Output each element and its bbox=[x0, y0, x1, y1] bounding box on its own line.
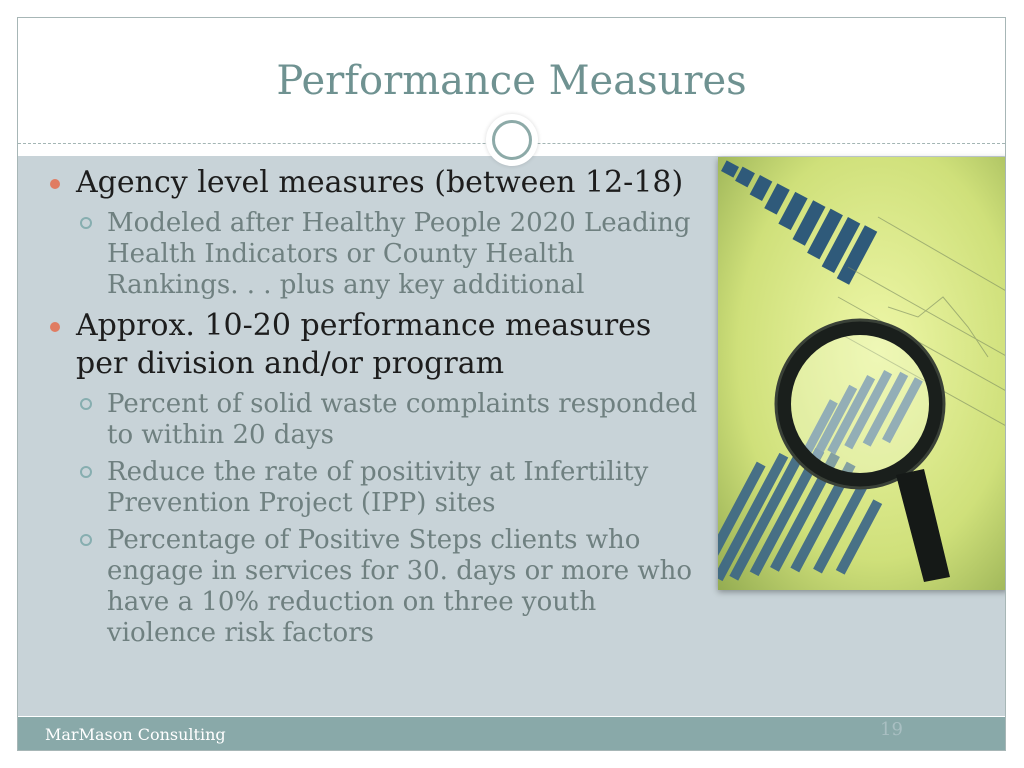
circle-ornament-icon bbox=[486, 114, 538, 166]
sub-bullet-item: Modeled after Healthy People 2020 Leadin… bbox=[46, 208, 706, 301]
magnifying-glass-photo bbox=[718, 157, 1005, 590]
footer-text: MarMason Consulting bbox=[45, 725, 226, 744]
sub-bullet-item: Reduce the rate of positivity at Inferti… bbox=[46, 457, 706, 519]
sub-bullet-circle-icon bbox=[80, 217, 92, 229]
slide-title: Performance Measures bbox=[276, 58, 747, 104]
sub-bullet-circle-icon bbox=[80, 398, 92, 410]
page-number: 19 bbox=[880, 719, 903, 740]
footer-bar: MarMason Consulting 19 bbox=[18, 717, 1005, 750]
sub-bullet-text: Modeled after Healthy People 2020 Leadin… bbox=[107, 208, 691, 300]
sub-bullet-text: Reduce the rate of positivity at Inferti… bbox=[107, 457, 649, 518]
sub-bullet-item: Percent of solid waste complaints respon… bbox=[46, 389, 706, 451]
bullet-item: Approx. 10-20 performance measures per d… bbox=[46, 307, 706, 383]
bullet-text: Approx. 10-20 performance measures per d… bbox=[76, 308, 652, 381]
bullet-dot-icon bbox=[50, 322, 60, 332]
bullet-item: Agency level measures (between 12-18) bbox=[46, 164, 706, 202]
sub-bullet-item: Percentage of Positive Steps clients who… bbox=[46, 525, 706, 649]
bullet-list: Agency level measures (between 12-18) Mo… bbox=[46, 164, 706, 655]
sub-bullet-circle-icon bbox=[80, 534, 92, 546]
slide: Performance Measures Agency level measur… bbox=[17, 17, 1006, 751]
sub-bullet-text: Percentage of Positive Steps clients who… bbox=[107, 525, 693, 648]
bullet-text: Agency level measures (between 12-18) bbox=[76, 165, 684, 200]
sub-bullet-circle-icon bbox=[80, 466, 92, 478]
chart-bars-top bbox=[721, 160, 878, 285]
magnifying-glass-icon bbox=[774, 318, 950, 582]
bullet-dot-icon bbox=[50, 179, 60, 189]
chart-bars-bottom bbox=[718, 443, 883, 582]
sub-bullet-text: Percent of solid waste complaints respon… bbox=[107, 389, 698, 450]
